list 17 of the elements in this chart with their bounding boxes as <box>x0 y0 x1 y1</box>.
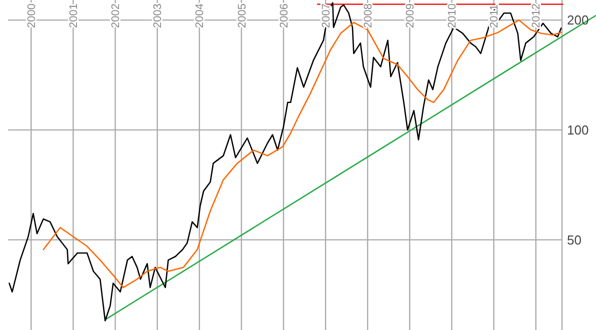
x-tick-label: 2002 <box>110 4 122 28</box>
x-tick-label: 2012 <box>530 4 543 28</box>
x-tick-label: 2008 <box>362 4 374 28</box>
line-series <box>8 2 562 322</box>
y-tick-label: 200 <box>567 12 589 28</box>
x-tick-label: 2004 <box>194 4 206 28</box>
x-tick-label: 2011 <box>488 4 501 28</box>
x-tick-label: 2000 <box>26 4 38 28</box>
y-tick-label: 50 <box>567 232 582 248</box>
x-tick-label: 2005 <box>236 4 248 28</box>
y-tick-label: 100 <box>567 122 589 138</box>
x-tick-label: 2010 <box>446 4 459 28</box>
x-tick-label: 2009 <box>404 4 417 28</box>
x-tick-label: 2006 <box>278 4 290 28</box>
x-tick-label: 2001 <box>68 4 80 28</box>
x-tick-label: 2007 <box>320 4 332 28</box>
x-tick-label: 2003 <box>152 4 164 28</box>
